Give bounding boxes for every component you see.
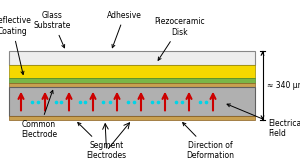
Text: Glass
Substrate: Glass Substrate — [34, 11, 71, 48]
Text: Electrical
Field: Electrical Field — [227, 104, 300, 139]
Text: Direction of
Deformation: Direction of Deformation — [183, 123, 234, 161]
Text: ≈ 340 μm: ≈ 340 μm — [267, 81, 300, 90]
Text: Reflective
Coating: Reflective Coating — [0, 16, 31, 74]
Bar — [9, 78, 255, 83]
Bar — [9, 51, 255, 65]
Text: Common
Electrode: Common Electrode — [21, 90, 57, 139]
Bar — [9, 87, 255, 116]
Text: Adhesive: Adhesive — [107, 11, 142, 48]
Text: Piezoceramic
Disk: Piezoceramic Disk — [155, 17, 205, 60]
Bar — [9, 65, 255, 78]
Text: Segment
Electrodes: Segment Electrodes — [78, 123, 127, 161]
Bar — [9, 116, 255, 120]
Bar — [9, 83, 255, 87]
